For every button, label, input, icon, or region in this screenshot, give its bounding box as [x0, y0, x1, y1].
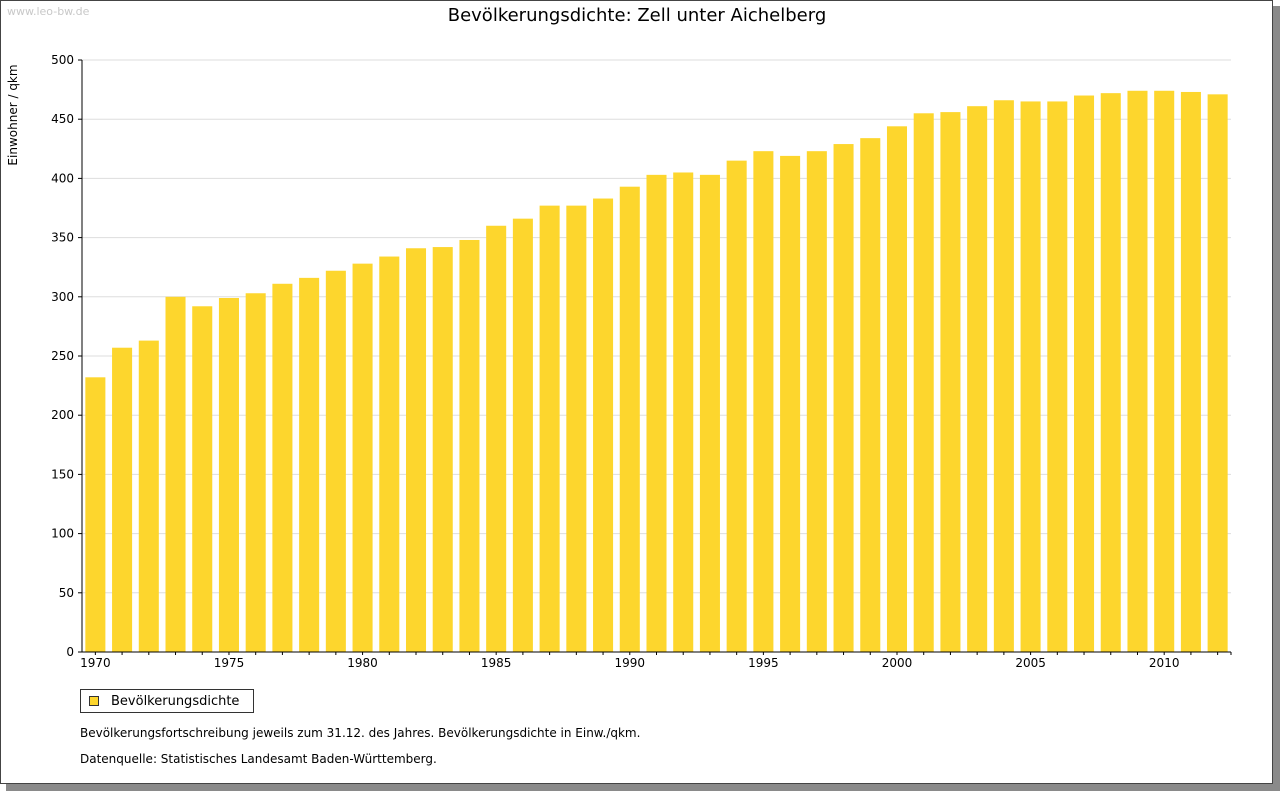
- bar: [1020, 101, 1041, 652]
- bar: [833, 144, 854, 652]
- x-tick-label: 2010: [1149, 656, 1180, 670]
- y-ticks: 0 50 100 150 200 250 300 350 400 450 500: [51, 53, 82, 659]
- bar: [325, 270, 346, 652]
- bar: [138, 340, 159, 652]
- x-tick-label: 2000: [882, 656, 913, 670]
- bar: [1100, 93, 1121, 652]
- bar: [486, 225, 507, 652]
- bar: [566, 205, 587, 652]
- y-tick-label: 100: [51, 527, 74, 541]
- bar: [619, 186, 640, 652]
- bar: [405, 248, 427, 652]
- x-tick-label: 1970: [80, 656, 111, 670]
- bar: [860, 138, 881, 652]
- bar: [593, 198, 614, 652]
- footnote-description: Bevölkerungsfortschreibung jeweils zum 3…: [80, 726, 641, 740]
- bar: [432, 247, 453, 652]
- bar: [539, 205, 560, 652]
- bar: [940, 112, 961, 653]
- bar: [886, 126, 908, 653]
- bar: [726, 160, 747, 652]
- y-tick-label: 50: [59, 586, 74, 600]
- y-tick-label: 350: [51, 231, 74, 245]
- bar: [192, 306, 213, 652]
- y-tick-label: 450: [51, 112, 74, 126]
- bar: [379, 256, 400, 652]
- bar: [299, 277, 320, 652]
- bar: [1074, 95, 1095, 652]
- bar: [85, 377, 106, 652]
- bar: [673, 172, 694, 653]
- bar: [459, 239, 480, 652]
- legend-swatch: [89, 696, 99, 706]
- bar: [699, 174, 720, 652]
- bar: [967, 106, 988, 653]
- bar: [352, 263, 373, 652]
- x-tick-label: 1990: [615, 656, 646, 670]
- bar: [1154, 90, 1175, 652]
- legend: Bevölkerungsdichte: [80, 689, 254, 713]
- frame-shadow-right: [1273, 6, 1280, 791]
- bar: [272, 283, 293, 652]
- bar: [780, 155, 801, 652]
- chart-title: Bevölkerungsdichte: Zell unter Aichelber…: [448, 5, 827, 26]
- bar: [112, 347, 133, 652]
- bar: [1207, 94, 1228, 653]
- x-tick-label: 1975: [214, 656, 245, 670]
- y-tick-label: 0: [66, 645, 74, 659]
- x-tick-label: 1995: [748, 656, 779, 670]
- y-tick-label: 200: [51, 408, 74, 422]
- y-tick-label: 400: [51, 171, 74, 185]
- watermark: www.leo-bw.de: [7, 5, 90, 18]
- legend-label: Bevölkerungsdichte: [111, 694, 240, 709]
- bar: [646, 174, 667, 652]
- footnote-source: Datenquelle: Statistisches Landesamt Bad…: [80, 752, 437, 766]
- bar: [1047, 101, 1068, 652]
- bar: [753, 151, 774, 653]
- bars: [85, 90, 1228, 653]
- x-ticks: 1970 1975 1980 1985 1990 1995 2000 2005 2010: [80, 652, 1232, 670]
- y-tick-label: 250: [51, 349, 74, 363]
- y-tick-label: 500: [51, 53, 74, 67]
- x-tick-label: 2005: [1015, 656, 1046, 670]
- bar: [993, 100, 1014, 652]
- y-axis-label: Einwohner / qkm: [6, 64, 20, 165]
- bar: [218, 297, 239, 652]
- x-tick-label: 1980: [347, 656, 378, 670]
- bar: [1127, 90, 1148, 652]
- bar: [806, 151, 827, 653]
- bar: [1180, 91, 1201, 653]
- y-tick-label: 150: [51, 467, 74, 481]
- frame-shadow-bottom: [6, 784, 1280, 791]
- bar: [245, 293, 266, 652]
- x-tick-label: 1985: [481, 656, 512, 670]
- y-tick-label: 300: [51, 290, 74, 304]
- bar: [512, 218, 533, 652]
- bar: [165, 296, 186, 652]
- bar: [913, 113, 934, 652]
